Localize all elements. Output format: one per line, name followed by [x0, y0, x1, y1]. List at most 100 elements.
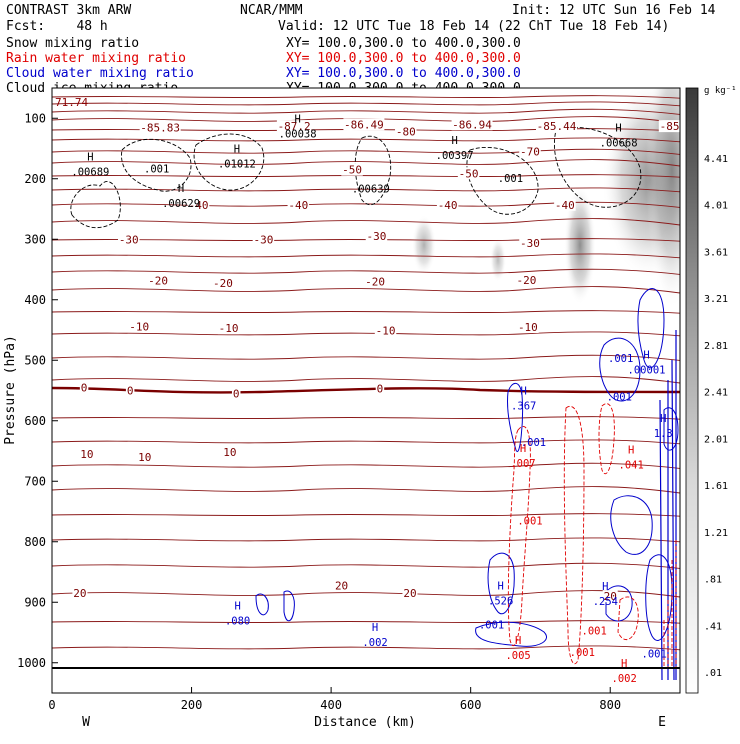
temperature-contour-line	[52, 148, 680, 155]
field-xy-rain: XY= 100.0,300.0 to 400.0,300.0	[286, 51, 521, 66]
temperature-label-bg	[519, 145, 541, 158]
cloud_water-label: .001	[521, 437, 546, 449]
temperature-label: -20	[213, 277, 233, 290]
center-label: NCAR/MMM	[240, 3, 303, 18]
temperature-label-bg	[276, 120, 312, 133]
color-bar-label: 4.41	[704, 154, 728, 165]
temperature-label: -10	[219, 322, 239, 335]
temperature-contour-line	[52, 238, 680, 242]
color-bar-label: 3.21	[704, 294, 728, 305]
temperature-label-bg	[125, 384, 135, 397]
temperature-label: -86.49	[344, 118, 384, 131]
snow_ice-h-marker: H	[615, 122, 621, 134]
x-axis-east-label: E	[658, 715, 666, 730]
temperature-contour-line	[52, 354, 680, 361]
snow_ice-label: .00689	[71, 166, 109, 178]
temperature-label-bg	[365, 230, 388, 243]
temperature-label: 20	[335, 579, 348, 592]
temperature-label-bg	[147, 274, 169, 287]
x-tick-label: 200	[181, 698, 203, 712]
cloud_water-label: .001	[608, 353, 633, 365]
field-legend: Snow mixing ratio XY= 100.0,300.0 to 400…	[6, 36, 521, 96]
rain-contours	[507, 403, 680, 668]
temperature-label-bg	[343, 118, 385, 131]
temperature-label-bg	[554, 198, 576, 211]
cloud_water-label: .367	[511, 401, 536, 413]
y-tick-label: 600	[24, 414, 46, 428]
color-bar-label: .41	[704, 621, 722, 632]
y-tick-label: 700	[24, 474, 46, 488]
cloud_water-label: .080	[225, 615, 250, 627]
temperature-label-bg	[137, 451, 153, 464]
rain-h-marker: H	[621, 658, 627, 670]
cloud_water-h-marker: H	[660, 413, 666, 425]
snow_ice-label: .001	[144, 163, 169, 175]
temperature-label: -10	[376, 325, 396, 338]
snow_ice-h-marker: H	[234, 144, 240, 156]
snow_ice-h-marker: H	[294, 113, 300, 125]
temperature-label: -40	[438, 199, 458, 212]
temperature-label-bg	[79, 381, 89, 394]
temperature-contour-line	[52, 201, 680, 208]
rain-label: .002	[612, 673, 637, 685]
cloud_water-label: .001	[642, 649, 667, 661]
temperature-contour-line	[52, 137, 680, 143]
x-axis: 0 200 400 600 800	[48, 687, 621, 712]
snow_ice-h-marker: H	[178, 183, 184, 195]
cloud_water-h-marker: H	[602, 581, 608, 593]
temperature-label: -30	[367, 230, 387, 243]
temperature-label: 0	[377, 383, 384, 396]
rain-label: .007	[510, 458, 535, 470]
temperature-contour-line	[52, 268, 680, 275]
temperature-label: -87.2	[278, 120, 311, 133]
snow-shading	[412, 88, 680, 310]
temperature-label-bg	[222, 446, 238, 459]
temperature-contour-line	[52, 620, 680, 624]
temperature-label-bg	[139, 121, 181, 134]
color-bar-label: 2.41	[704, 388, 728, 399]
temperature-contour-line	[52, 537, 680, 543]
cloud_water-h-marker: H	[498, 580, 504, 592]
rain-h-marker: H	[520, 443, 526, 455]
temperature-label-bg	[364, 275, 386, 288]
temperature-contour-line	[52, 101, 680, 107]
cloud-water-contours	[255, 288, 679, 681]
snow_ice-label: .00629	[162, 198, 200, 210]
cloud_water-h-marker: H	[521, 386, 527, 398]
temperature-contour-line	[52, 218, 680, 226]
valid-time: Valid: 12 UTC Tue 18 Feb 14 (22 ChT Tue …	[278, 19, 669, 34]
temperature-label-bg	[436, 198, 459, 211]
temperature-label-bg	[515, 273, 538, 286]
color-bar-label: 2.01	[704, 434, 728, 445]
temperature-label-bg	[118, 233, 140, 246]
corner-value: 71.74	[55, 96, 88, 109]
temperature-label-bg	[451, 118, 493, 131]
temperature-label: 10	[80, 448, 93, 461]
color-bar-unit: g kg⁻¹	[704, 86, 737, 96]
cloud_water-label: 1.3	[654, 428, 673, 440]
temperature-label-bg	[128, 320, 150, 333]
temperature-label: 0	[127, 385, 134, 398]
color-bar-fill	[685, 87, 699, 694]
temperature-label-bg	[395, 125, 417, 138]
temperature-label-bg	[187, 198, 210, 211]
temperature-label: -85.44	[537, 120, 577, 133]
temperature-label: -80	[396, 126, 416, 139]
temperature-contour-line	[52, 562, 680, 569]
cloud_water-label: .001	[607, 392, 632, 404]
model-title: CONTRAST 3km ARW	[6, 3, 131, 18]
temperature-label: -20	[148, 274, 168, 287]
temperature-label: -30	[520, 237, 540, 250]
rain-label: .001	[582, 626, 607, 638]
temperature-label-bg	[535, 120, 577, 133]
temperature-label: -85.83	[140, 121, 180, 134]
temperature-contour-line	[52, 439, 680, 445]
snow_ice-h-marker: H	[451, 135, 457, 147]
cloud_water-label: .002	[362, 637, 387, 649]
temperature-contour-line	[52, 95, 680, 99]
rain-label: .001	[570, 647, 595, 659]
y-axis: 100 200 300 400 500 600 700 800 900 1000	[17, 111, 58, 670]
temperature-contour-line	[52, 513, 680, 517]
temperature-label: 20	[73, 587, 86, 600]
